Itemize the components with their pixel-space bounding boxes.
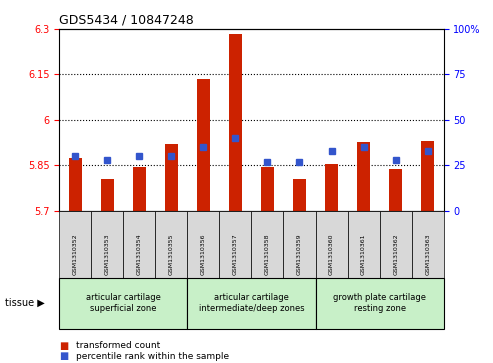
Text: GSM1310360: GSM1310360 — [329, 233, 334, 275]
Text: articular cartilage
superficial zone: articular cartilage superficial zone — [86, 293, 161, 313]
Text: GSM1310362: GSM1310362 — [393, 233, 398, 275]
Bar — [261, 167, 274, 211]
Text: ■: ■ — [59, 340, 69, 351]
Text: GSM1310363: GSM1310363 — [425, 233, 430, 275]
Text: articular cartilage
intermediate/deep zones: articular cartilage intermediate/deep zo… — [199, 293, 304, 313]
Text: GSM1310354: GSM1310354 — [137, 233, 142, 275]
Bar — [101, 179, 113, 211]
Bar — [133, 167, 146, 211]
Text: GDS5434 / 10847248: GDS5434 / 10847248 — [59, 13, 194, 26]
Text: percentile rank within the sample: percentile rank within the sample — [76, 352, 230, 361]
Bar — [293, 179, 306, 211]
Text: GSM1310352: GSM1310352 — [72, 233, 78, 275]
Text: growth plate cartilage
resting zone: growth plate cartilage resting zone — [333, 293, 426, 313]
Text: GSM1310353: GSM1310353 — [105, 233, 110, 275]
Bar — [69, 158, 81, 211]
Text: GSM1310356: GSM1310356 — [201, 233, 206, 275]
Bar — [357, 143, 370, 211]
Bar — [229, 33, 242, 211]
Text: tissue ▶: tissue ▶ — [5, 298, 45, 308]
Text: GSM1310357: GSM1310357 — [233, 233, 238, 275]
Text: transformed count: transformed count — [76, 341, 161, 350]
Text: GSM1310358: GSM1310358 — [265, 233, 270, 275]
Text: ■: ■ — [59, 351, 69, 362]
Bar — [389, 169, 402, 211]
Bar — [325, 164, 338, 211]
Bar — [165, 144, 177, 211]
Bar — [421, 141, 434, 211]
Text: GSM1310355: GSM1310355 — [169, 233, 174, 275]
Bar — [197, 79, 210, 211]
Text: GSM1310359: GSM1310359 — [297, 233, 302, 275]
Text: GSM1310361: GSM1310361 — [361, 233, 366, 275]
